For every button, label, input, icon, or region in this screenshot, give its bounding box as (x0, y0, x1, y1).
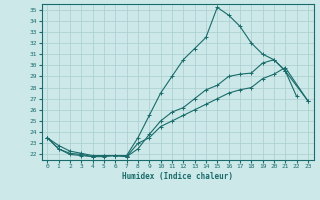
X-axis label: Humidex (Indice chaleur): Humidex (Indice chaleur) (122, 172, 233, 181)
